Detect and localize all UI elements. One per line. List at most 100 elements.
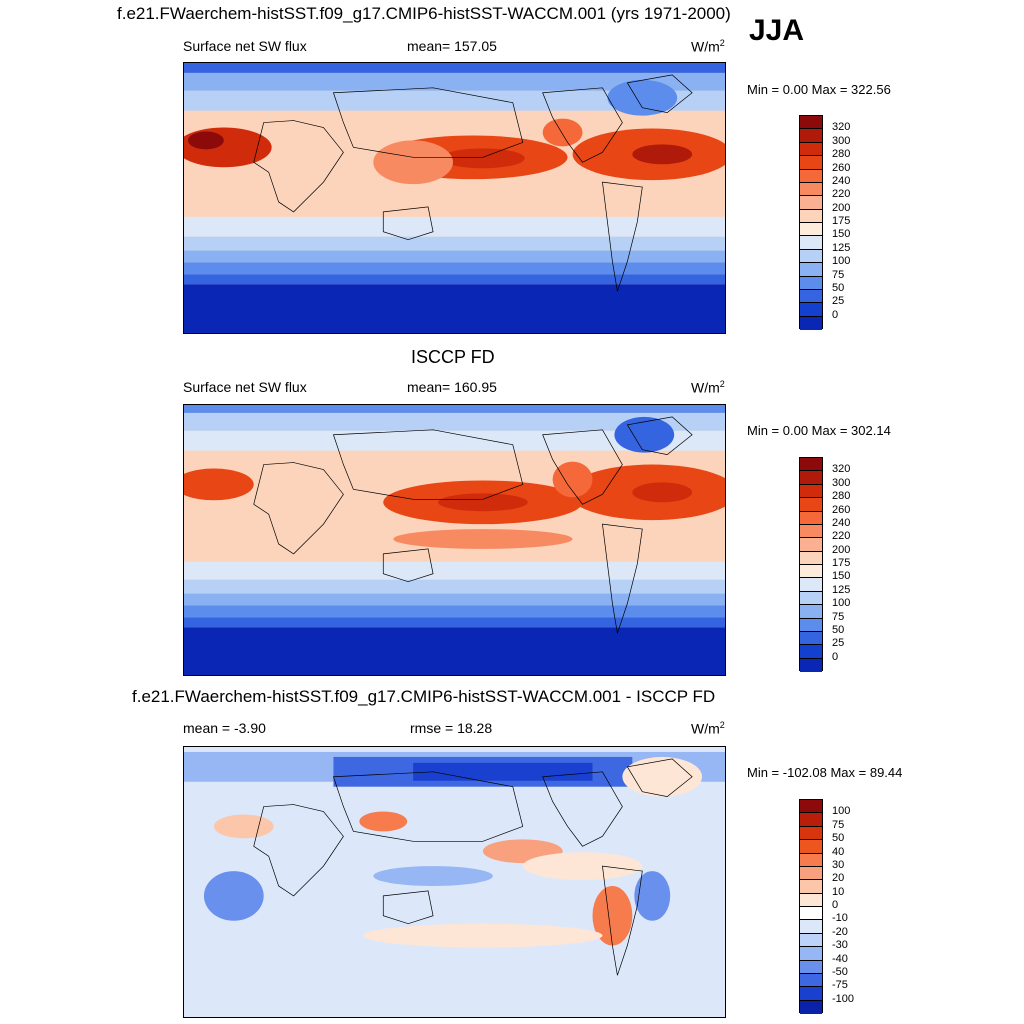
colorbar-tick-label: 0	[832, 899, 839, 911]
colorbar-tick-label: 100	[832, 805, 851, 818]
colorbar-tick-label: 30	[832, 858, 845, 871]
colorbar-tick-label: -50	[832, 965, 848, 978]
panel2-map-svg	[184, 405, 725, 675]
colorbar-tick-label: -10	[832, 912, 848, 925]
colorbar-tick-label: 40	[832, 845, 845, 858]
colorbar-swatch	[800, 276, 822, 290]
colorbar-tick-label: 200	[832, 543, 851, 556]
panel3-heading: f.e21.FWaerchem-histSST.f09_g17.CMIP6-hi…	[132, 687, 716, 706]
colorbar-swatch	[800, 880, 822, 894]
panel2-heading: ISCCP FD	[411, 347, 495, 367]
panel1-colorbar	[799, 115, 823, 330]
colorbar-swatch	[800, 116, 822, 130]
panel2-variable-label: Surface net SW flux	[183, 379, 307, 395]
colorbar-swatch	[800, 471, 822, 485]
colorbar-tick-label: 50	[832, 281, 845, 294]
panel1-minmax-label: Min = 0.00 Max = 322.56	[747, 82, 891, 97]
colorbar-tick-label: 0	[832, 650, 839, 663]
colorbar-swatch	[800, 631, 822, 646]
panel2-map	[183, 404, 726, 676]
colorbar-tick-label: 175	[832, 557, 851, 569]
panel1-units-label: W/m2	[691, 38, 725, 55]
colorbar-swatch	[800, 565, 822, 579]
colorbar-tick-label: 100	[832, 597, 851, 610]
colorbar-tick-label: -40	[832, 952, 848, 965]
colorbar-tick-label: 320	[832, 463, 851, 476]
colorbar-tick-label: 240	[832, 174, 851, 187]
season-label: JJA	[749, 14, 805, 47]
panel2-colorbar	[799, 457, 823, 672]
colorbar-swatch	[800, 263, 822, 277]
colorbar-swatch	[800, 800, 822, 814]
panel3-rmse-label: rmse = 18.28	[410, 720, 493, 736]
colorbar-swatch	[800, 511, 822, 525]
colorbar-swatch	[800, 591, 822, 606]
colorbar-tick-label: 125	[832, 583, 851, 596]
colorbar-swatch	[800, 223, 822, 237]
colorbar-tick-label: 300	[832, 134, 851, 147]
colorbar-swatch	[800, 947, 822, 961]
colorbar-tick-label: 220	[832, 188, 851, 201]
colorbar-tick-label: 200	[832, 201, 851, 214]
colorbar-swatch	[800, 498, 822, 512]
panel3-map-svg	[184, 747, 725, 1017]
colorbar-swatch	[800, 551, 822, 565]
colorbar-tick-label: 25	[832, 295, 845, 308]
colorbar-tick-label: 280	[832, 148, 851, 161]
colorbar-swatch	[800, 182, 822, 197]
panel3-minmax-label: Min = -102.08 Max = 89.44	[747, 765, 903, 780]
colorbar-swatch	[800, 169, 822, 183]
colorbar-tick-label: 50	[832, 832, 845, 845]
colorbar-swatch	[800, 840, 822, 854]
colorbar-tick-label: 300	[832, 476, 851, 489]
colorbar-tick-label: -75	[832, 979, 848, 992]
panel2-mean-label: mean= 160.95	[407, 379, 497, 395]
colorbar-swatch	[800, 236, 822, 250]
panel2-minmax-label: Min = 0.00 Max = 302.14	[747, 423, 891, 438]
figure-title: f.e21.FWaerchem-histSST.f09_g17.CMIP6-hi…	[117, 4, 731, 23]
colorbar-swatch	[800, 866, 822, 881]
colorbar-tick-label: 10	[832, 885, 845, 898]
colorbar-swatch	[800, 658, 822, 672]
colorbar-tick-label: 20	[832, 872, 845, 885]
colorbar-swatch	[800, 209, 822, 223]
colorbar-tick-label: 175	[832, 215, 851, 227]
colorbar-swatch	[800, 538, 822, 552]
colorbar-swatch	[800, 893, 822, 907]
colorbar-swatch	[800, 645, 822, 659]
colorbar-swatch	[800, 960, 822, 974]
colorbar-swatch	[800, 987, 822, 1001]
panel1-variable-label: Surface net SW flux	[183, 38, 307, 54]
panel3-units-label: W/m2	[691, 720, 725, 737]
colorbar-tick-label: 25	[832, 637, 845, 650]
colorbar-swatch	[800, 618, 822, 632]
colorbar-swatch	[800, 484, 822, 499]
colorbar-tick-label: -100	[832, 992, 855, 1005]
colorbar-tick-label: 125	[832, 241, 851, 254]
colorbar-tick-label: 260	[832, 503, 851, 516]
panel2-units-label: W/m2	[691, 379, 725, 396]
colorbar-swatch	[800, 316, 822, 330]
colorbar-swatch	[800, 129, 822, 143]
colorbar-tick-label: -20	[832, 925, 848, 938]
colorbar-swatch	[800, 156, 822, 170]
colorbar-swatch	[800, 458, 822, 472]
colorbar-tick-label: -30	[832, 939, 848, 952]
panel3-map	[183, 746, 726, 1018]
colorbar-swatch	[800, 907, 822, 921]
colorbar-swatch	[800, 853, 822, 867]
colorbar-tick-label: 75	[832, 268, 845, 281]
colorbar-swatch	[800, 289, 822, 304]
colorbar-swatch	[800, 826, 822, 841]
panel3-mean-label: mean = -3.90	[183, 720, 266, 736]
colorbar-tick-label: 50	[832, 623, 845, 636]
colorbar-tick-label: 220	[832, 530, 851, 543]
colorbar-tick-label: 75	[832, 610, 845, 623]
colorbar-tick-label: 240	[832, 516, 851, 529]
colorbar-tick-label: 75	[832, 818, 845, 831]
colorbar-swatch	[800, 524, 822, 539]
panel3-colorbar	[799, 799, 823, 1014]
panel1-mean-label: mean= 157.05	[407, 38, 497, 54]
colorbar-swatch	[800, 605, 822, 619]
colorbar-tick-label: 150	[832, 228, 851, 241]
